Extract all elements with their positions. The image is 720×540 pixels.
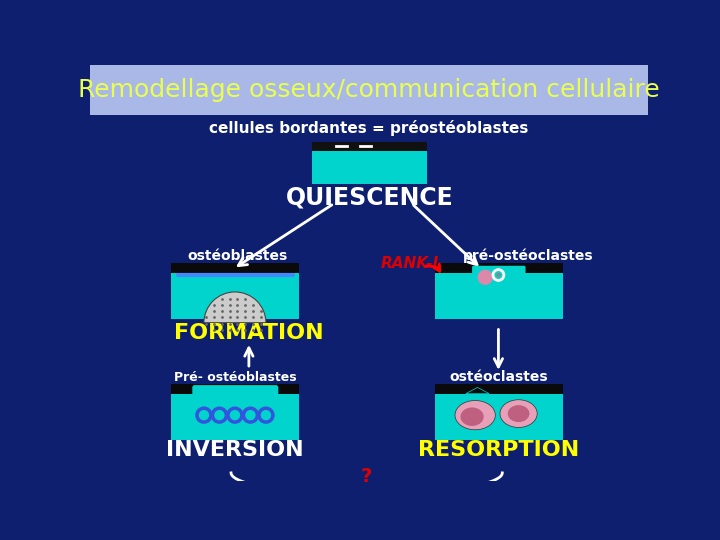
Circle shape [497, 273, 500, 276]
Text: RANK-L: RANK-L [380, 256, 443, 271]
FancyBboxPatch shape [171, 384, 300, 394]
Text: Pré- ostéoblastes: Pré- ostéoblastes [174, 371, 296, 384]
Ellipse shape [455, 401, 495, 430]
Wedge shape [204, 292, 266, 323]
FancyBboxPatch shape [171, 264, 300, 273]
FancyBboxPatch shape [90, 65, 648, 115]
Text: FORMATION: FORMATION [174, 323, 324, 343]
FancyBboxPatch shape [312, 150, 427, 184]
Text: cellules bordantes = préostéoblastes: cellules bordantes = préostéoblastes [210, 120, 528, 136]
FancyBboxPatch shape [312, 142, 427, 151]
Text: INVERSION: INVERSION [166, 440, 304, 460]
FancyBboxPatch shape [435, 273, 563, 319]
FancyBboxPatch shape [192, 385, 279, 403]
Polygon shape [466, 387, 489, 394]
Text: ?: ? [361, 467, 372, 486]
Text: Remodellage osseux/communication cellulaire: Remodellage osseux/communication cellula… [78, 78, 660, 102]
FancyBboxPatch shape [435, 384, 563, 394]
Ellipse shape [500, 400, 537, 428]
FancyBboxPatch shape [435, 264, 563, 273]
FancyBboxPatch shape [171, 394, 300, 440]
Text: pré-ostéoclastes: pré-ostéoclastes [462, 248, 593, 263]
Text: ostéoclastes: ostéoclastes [449, 370, 548, 384]
FancyBboxPatch shape [472, 266, 526, 280]
Circle shape [478, 271, 492, 284]
Text: ostéoblastes: ostéoblastes [187, 249, 287, 263]
Ellipse shape [461, 408, 484, 426]
FancyBboxPatch shape [435, 394, 563, 440]
Text: QUIESCENCE: QUIESCENCE [286, 185, 454, 209]
FancyBboxPatch shape [171, 273, 300, 319]
Ellipse shape [508, 405, 529, 422]
Text: RESORPTION: RESORPTION [418, 440, 579, 460]
